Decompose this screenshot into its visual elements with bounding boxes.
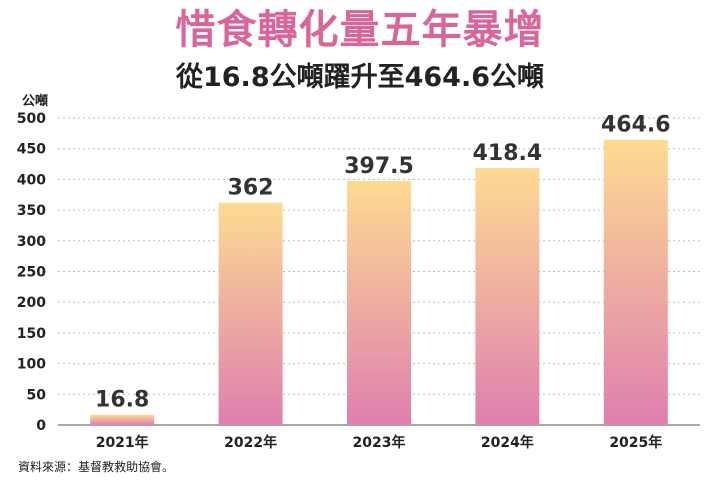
bar [603,139,668,425]
y-tick-label: 50 [27,387,47,403]
bar [218,202,283,425]
y-tick-label: 500 [17,111,46,127]
bar [347,180,411,425]
data-labels: 16.8 362 397.5 418.4 464.6 [95,113,671,413]
data-label: 397.5 [344,154,414,179]
data-label: 16.8 [95,388,149,413]
x-tick-label: 2022年 [224,434,277,451]
y-tick-label: 100 [17,357,46,373]
y-tick-label: 200 [17,295,46,311]
x-tick-label: 2021年 [96,434,149,451]
chart-title: 惜食轉化量五年暴增 [175,7,545,53]
data-label: 464.6 [601,113,671,138]
x-tick-label: 2024年 [481,434,534,451]
y-tick-label: 0 [36,418,46,434]
y-tick-label: 250 [17,265,46,281]
x-tick-label: 2023年 [353,434,406,451]
y-tick-label: 350 [17,203,46,219]
y-axis-unit: 公噸 [22,94,49,109]
bars [90,139,668,425]
x-axis-ticks: 2021年 2022年 2023年 2024年 2025年 [96,434,663,451]
x-tick-label: 2025年 [609,434,662,451]
y-tick-label: 150 [17,326,46,342]
source-note: 資料來源：基督教救助協會。 [18,460,175,474]
bar [475,168,540,425]
data-label: 362 [228,176,274,201]
data-label: 418.4 [473,141,543,166]
y-tick-label: 400 [17,172,46,188]
y-tick-label: 450 [17,142,46,158]
chart-subtitle: 從16.8公噸躍升至464.6公噸 [175,62,545,93]
bar [90,414,155,425]
y-tick-label: 300 [17,234,46,250]
y-axis-ticks: 0 50 100 150 200 250 300 350 400 450 500 [17,111,46,434]
